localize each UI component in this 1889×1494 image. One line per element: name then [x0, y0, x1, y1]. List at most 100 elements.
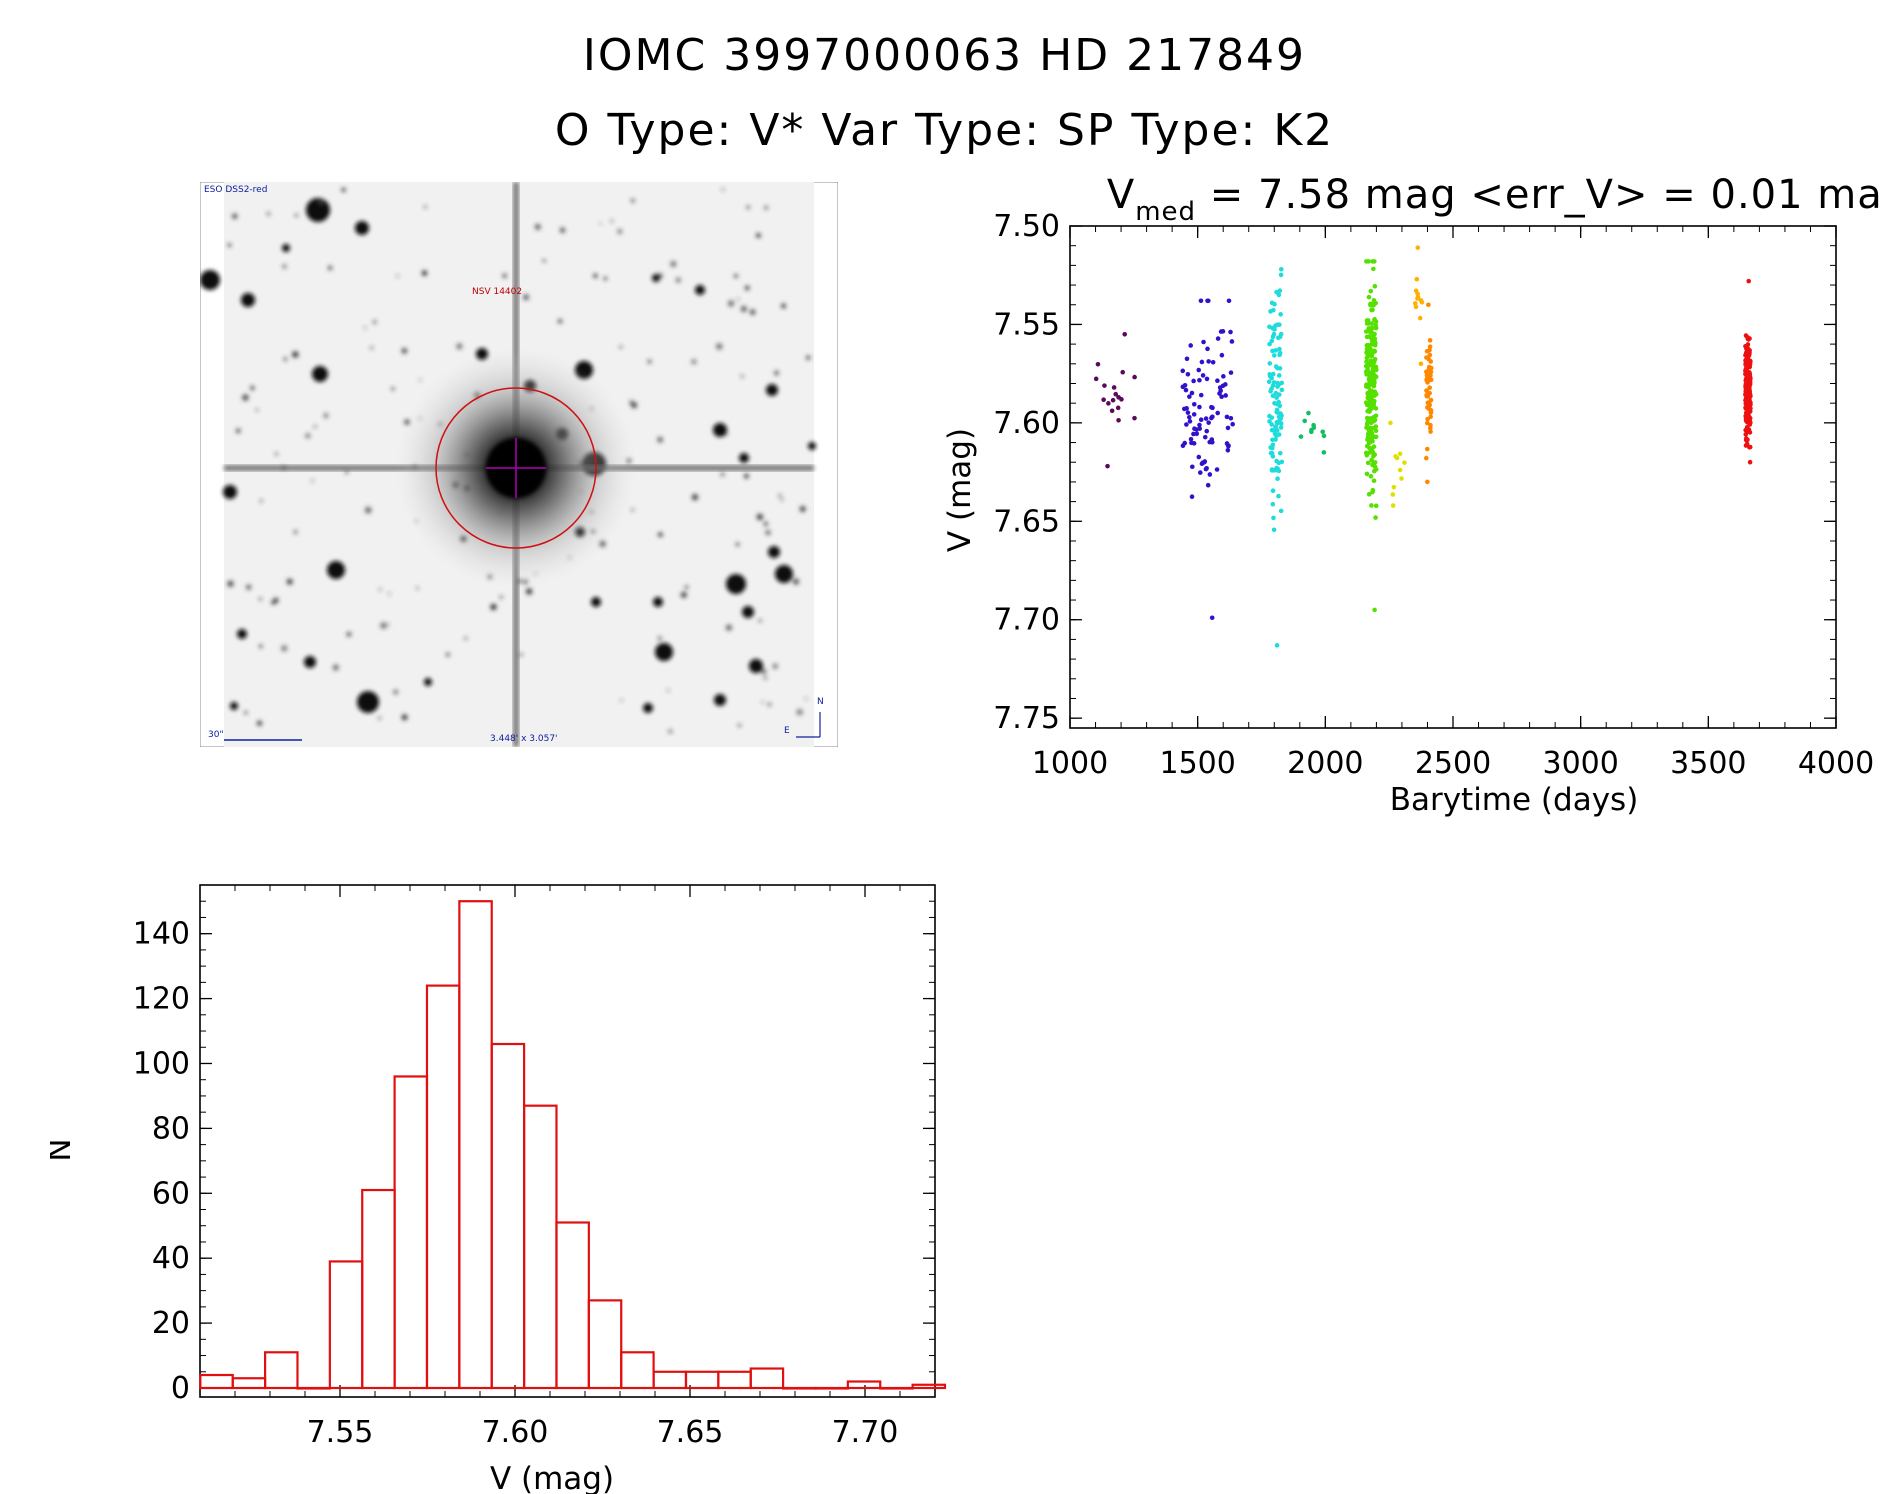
data-point: [1367, 445, 1372, 451]
x-tick-label: 7.55: [307, 1415, 374, 1450]
sky-star-faint: [282, 264, 287, 269]
data-point: [1267, 372, 1273, 377]
data-point: [1321, 433, 1327, 439]
data-point: [1206, 359, 1211, 364]
sky-star-faint: [294, 213, 298, 217]
data-point: [1369, 341, 1375, 347]
sky-star-faint: [799, 505, 806, 513]
y-tick-label: 7.50: [993, 209, 1060, 244]
data-point: [1364, 259, 1369, 264]
histogram-bar: [846, 1380, 882, 1390]
data-point: [1371, 383, 1377, 388]
data-point: [1207, 472, 1213, 477]
data-point: [1320, 429, 1326, 435]
histogram-bar: [814, 1386, 849, 1390]
data-point: [1747, 444, 1753, 450]
data-point: [1746, 415, 1751, 420]
sky-star-faint: [756, 513, 764, 521]
data-point: [1217, 391, 1222, 396]
sky-star-faint: [716, 343, 723, 350]
sky-star-faint: [391, 387, 395, 391]
data-point: [1372, 317, 1377, 322]
histogram-bar: [587, 1299, 623, 1390]
data-point: [1428, 429, 1433, 434]
data-point: [1366, 294, 1372, 300]
x-tick-label: 7.70: [832, 1415, 899, 1450]
sky-star-faint: [534, 223, 541, 230]
data-point: [1276, 460, 1282, 466]
histogram-bar: [523, 1104, 558, 1390]
data-point: [1269, 468, 1275, 473]
data-point: [1370, 438, 1375, 444]
sky-star-faint: [418, 378, 422, 382]
data-point: [1373, 428, 1379, 434]
data-point: [1364, 402, 1370, 408]
sky-star: [357, 691, 379, 713]
data-point: [1743, 390, 1749, 396]
sky-star: [237, 629, 247, 639]
data-point: [1120, 369, 1126, 375]
data-point: [1101, 397, 1106, 403]
data-point: [1191, 378, 1196, 384]
sky-star-faint: [736, 298, 740, 301]
data-point: [1373, 515, 1378, 520]
data-point: [1309, 427, 1314, 433]
data-point: [1185, 410, 1191, 415]
sky-star-faint: [755, 232, 761, 239]
sky-star-faint: [733, 273, 739, 279]
data-point: [1270, 501, 1276, 507]
histogram-chart: 7.55 7.60 7.65 7.70 0 20 40 60 80 100 120 140 V (ma…: [50, 884, 947, 1494]
data-point: [1197, 377, 1202, 383]
data-point: [1743, 371, 1748, 377]
sky-star: [766, 384, 778, 396]
data-point: [1106, 401, 1111, 406]
sky-star: [282, 244, 290, 252]
data-point: [1271, 331, 1277, 337]
sky-star-faint: [619, 345, 623, 349]
object-info: O Type: V* Var Type: SP Type: K2: [554, 105, 1335, 156]
x-tick-label: 1500: [1159, 746, 1235, 781]
sky-star: [355, 221, 369, 235]
data-point: [1186, 414, 1192, 420]
data-point: [1181, 406, 1187, 412]
light-curve-xlabel: Barytime (days): [1390, 782, 1639, 818]
sky-star-faint: [745, 285, 750, 290]
sky-star-faint: [393, 689, 399, 695]
light-curve-ylabel: V (mag): [942, 428, 978, 552]
data-point: [1373, 413, 1379, 419]
data-point: [1201, 339, 1206, 345]
sky-star-faint: [735, 542, 740, 547]
histogram-bar: [458, 900, 493, 1390]
y-tick-label: 60: [152, 1176, 190, 1211]
data-point: [1391, 484, 1397, 490]
data-point: [1204, 428, 1210, 434]
data-point: [1197, 404, 1202, 410]
histogram-bar: [717, 1370, 752, 1390]
sky-star: [304, 656, 316, 668]
data-point: [1388, 420, 1393, 426]
sky-star-faint: [401, 347, 408, 354]
data-point: [1270, 393, 1276, 399]
data-point: [1372, 417, 1378, 423]
data-point: [1277, 366, 1283, 371]
data-point: [1132, 415, 1137, 421]
sky-star: [424, 678, 432, 686]
page-title: IOMC 3997000063 HD 217849: [582, 30, 1307, 81]
histogram-bar: [264, 1351, 299, 1390]
sky-star-faint: [772, 663, 778, 669]
sky-star-faint: [388, 592, 391, 595]
x-tick-label: 7.65: [657, 1415, 724, 1450]
sky-star-faint: [499, 595, 503, 599]
y-tick-label: 7.70: [993, 603, 1060, 638]
sky-star: [808, 442, 816, 450]
data-point: [1203, 466, 1209, 472]
data-point: [1278, 272, 1284, 278]
data-point: [1111, 385, 1117, 390]
data-point: [1414, 276, 1420, 282]
data-point: [1228, 415, 1234, 421]
data-point: [1269, 338, 1275, 344]
sky-star-faint: [603, 276, 608, 281]
sky-star-faint: [723, 432, 728, 436]
data-point: [1426, 302, 1431, 308]
x-tick-label: 2500: [1415, 746, 1491, 781]
